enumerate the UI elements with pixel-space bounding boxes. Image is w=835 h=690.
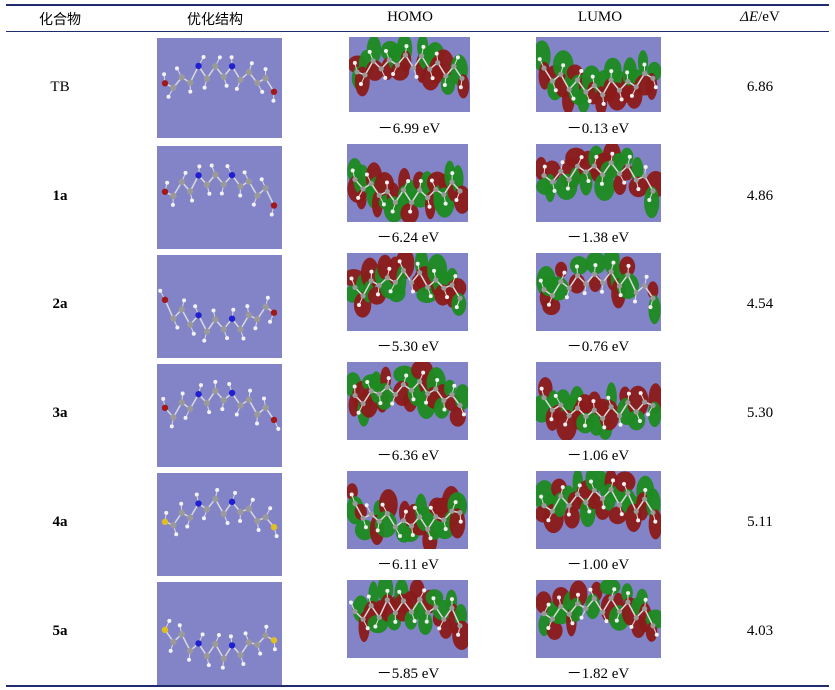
homo-orbital-image <box>347 253 468 331</box>
orbital-drawing <box>536 580 661 642</box>
molecule-graphic <box>161 163 278 217</box>
homo-energy: －6.99 eV <box>377 121 441 137</box>
molecule-graphic <box>158 288 278 343</box>
header-energy-gap: ΔE/eV <box>720 9 800 26</box>
energy-gap-value: 4.86 <box>746 188 774 204</box>
lumo-orbital-image <box>536 253 661 331</box>
optimized-structure-image <box>157 364 282 467</box>
orbital-drawing <box>536 253 661 325</box>
row-name: 2a <box>52 296 68 312</box>
orbital-drawing <box>347 158 468 222</box>
table-top-rule <box>6 4 829 6</box>
optimized-structure-image <box>157 582 282 685</box>
orbital-drawing <box>536 144 661 219</box>
energy-gap-value: 5.30 <box>746 405 774 421</box>
gap-unit: /eV <box>758 9 780 25</box>
optimized-structure-image <box>157 38 282 138</box>
homo-energy: －5.85 eV <box>376 666 440 682</box>
header-lumo: LUMO <box>577 9 623 25</box>
molecule-drawing <box>161 163 278 217</box>
orbital-graphic <box>349 37 470 99</box>
row-name: 5a <box>52 623 68 639</box>
lumo-orbital-image <box>536 471 661 549</box>
molecule-drawing <box>161 379 281 431</box>
optimized-structure-image <box>157 255 282 358</box>
homo-orbital-image <box>347 144 468 222</box>
orbital-graphic <box>347 483 468 549</box>
homo-orbital-image <box>347 580 468 658</box>
optimized-structure-image <box>157 146 282 249</box>
energy-gap-value: 4.54 <box>746 296 774 312</box>
row-name: 4a <box>52 514 68 530</box>
orbital-graphic <box>536 40 661 112</box>
lumo-orbital-image <box>536 37 661 112</box>
orbital-drawing <box>536 471 661 540</box>
header-homo: HOMO <box>387 9 433 25</box>
orbital-graphic <box>536 253 661 325</box>
orbital-graphic <box>348 580 468 650</box>
orbital-graphic <box>536 471 661 540</box>
orbital-drawing <box>347 362 468 427</box>
header-compound: 化合物 <box>39 12 81 28</box>
molecule-graphic <box>161 488 279 539</box>
orbital-graphic <box>536 377 661 440</box>
row-name: 3a <box>52 405 68 421</box>
orbital-drawing <box>349 37 470 99</box>
orbital-graphic <box>347 158 468 222</box>
homo-energy: －5.30 eV <box>376 339 440 355</box>
orbital-graphic <box>536 144 661 219</box>
lumo-orbital-image <box>536 580 661 658</box>
optimized-structure-image <box>157 473 282 576</box>
row-name: TB <box>50 79 70 95</box>
orbital-drawing <box>347 483 468 549</box>
orbital-drawing <box>347 253 467 318</box>
molecule-drawing <box>161 488 279 539</box>
orbital-drawing <box>348 580 468 650</box>
table-header-rule <box>6 31 829 32</box>
molecule-graphic <box>161 379 281 431</box>
homo-energy: －6.36 eV <box>376 448 440 464</box>
orbital-graphic <box>347 362 468 427</box>
homo-orbital-image <box>349 37 470 112</box>
molecule-drawing <box>161 618 278 670</box>
molecule-graphic <box>161 54 278 103</box>
lumo-energy: －1.00 eV <box>566 557 630 573</box>
lumo-energy: －1.82 eV <box>566 666 630 682</box>
energy-gap-value: 5.11 <box>747 514 773 530</box>
lumo-orbital-image <box>536 362 661 440</box>
lumo-energy: －1.38 eV <box>566 230 630 246</box>
lumo-energy: －0.13 eV <box>566 121 630 137</box>
table-bottom-rule <box>6 685 829 687</box>
homo-energy: －6.24 eV <box>376 230 440 246</box>
gap-symbol: ΔE <box>740 9 759 25</box>
molecule-drawing <box>161 54 278 103</box>
orbital-drawing <box>536 40 661 112</box>
homo-energy: －6.11 eV <box>377 557 439 573</box>
lumo-orbital-image <box>536 144 661 222</box>
molecule-graphic <box>161 618 278 670</box>
homo-orbital-image <box>347 471 468 549</box>
orbital-graphic <box>347 253 467 318</box>
orbital-graphic <box>536 580 661 642</box>
header-structure: 优化结构 <box>187 12 243 28</box>
lumo-energy: －0.76 eV <box>566 339 630 355</box>
lumo-energy: －1.06 eV <box>566 448 630 464</box>
homo-orbital-image <box>347 362 468 440</box>
row-name: 1a <box>52 188 68 204</box>
energy-gap-value: 4.03 <box>746 623 774 639</box>
energy-gap-value: 6.86 <box>746 79 774 95</box>
orbital-drawing <box>536 377 661 440</box>
molecule-drawing <box>158 288 278 343</box>
